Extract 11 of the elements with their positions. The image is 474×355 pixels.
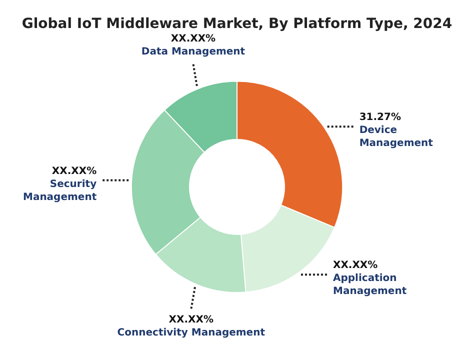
slice-label: Device Management [359, 125, 434, 150]
slice-label: Application Management [333, 273, 407, 298]
data-label: XX.XX% [333, 260, 378, 272]
data-label: 31.27% [359, 112, 401, 124]
slice-label: Data Management [141, 46, 246, 58]
chart-title: Global IoT Middleware Market, By Platform Type, 2024 [22, 16, 452, 32]
slice-label: Security Management [22, 178, 98, 203]
data-label: XX.XX% [170, 34, 216, 45]
slice-label: Connectivity Management [117, 328, 266, 339]
data-label: XX.XX% [168, 314, 214, 326]
data-label: XX.XX% [52, 166, 97, 177]
